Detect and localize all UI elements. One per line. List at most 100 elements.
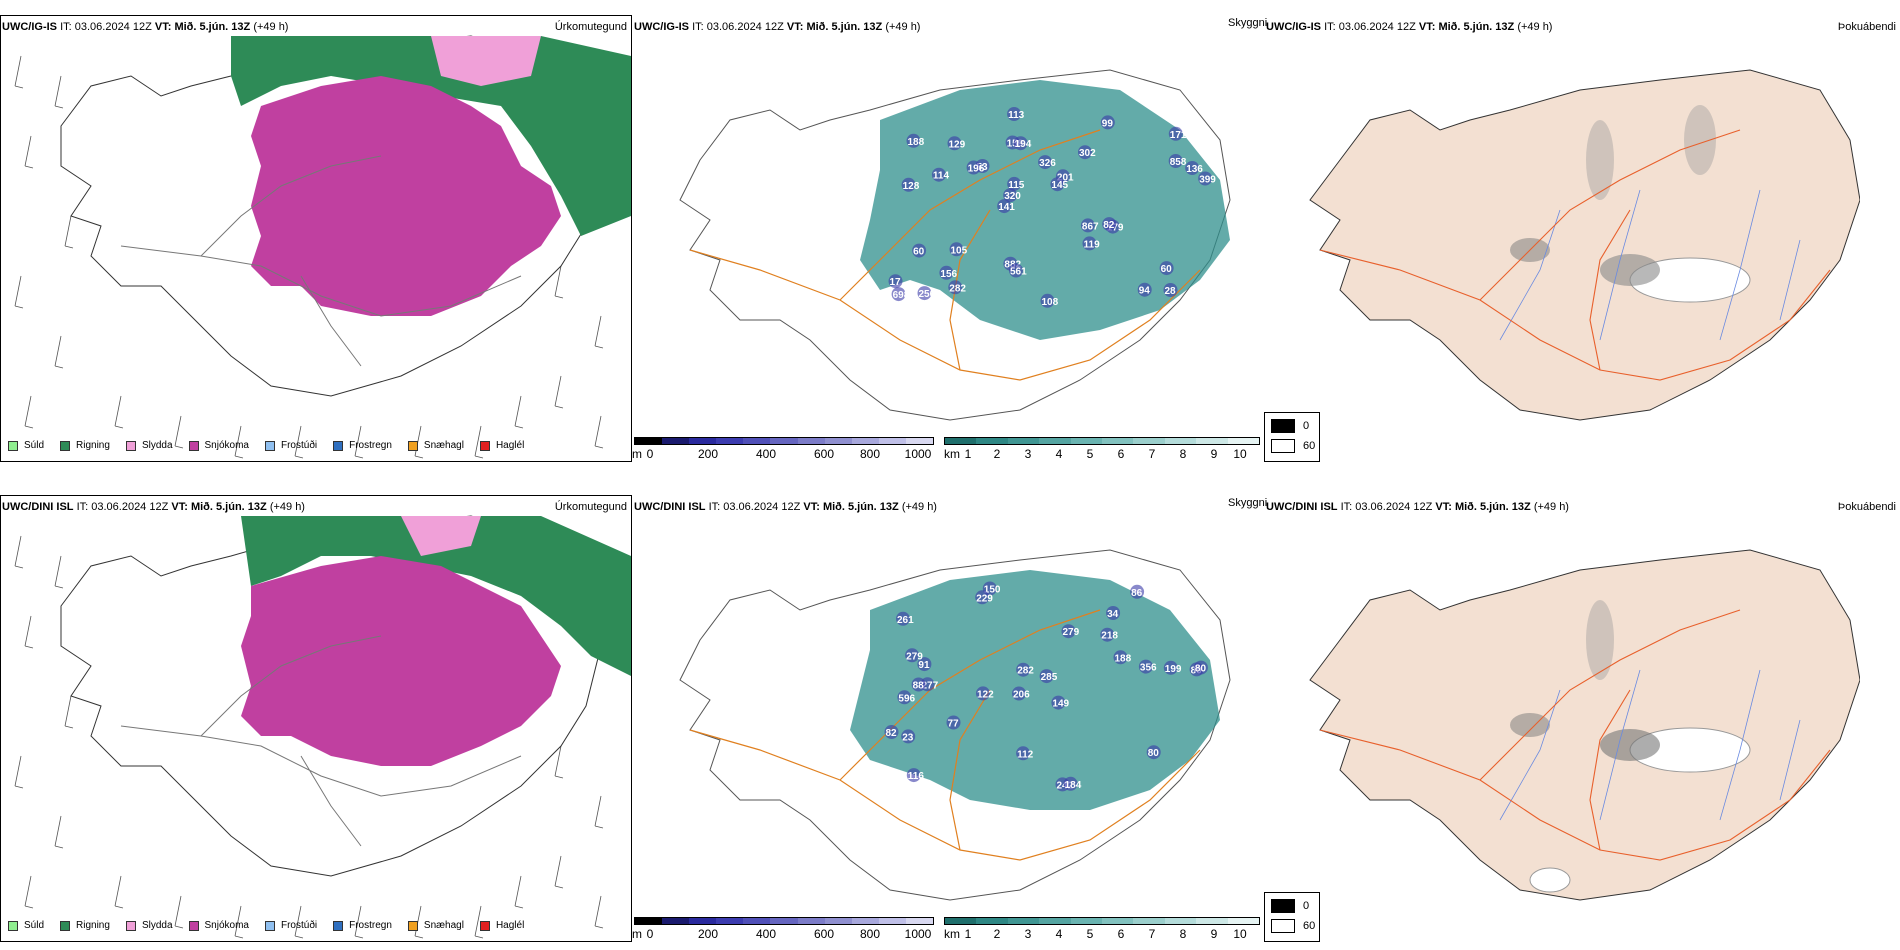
colorbar-step: [1039, 918, 1071, 924]
rain-area-2: [241, 516, 631, 676]
legend-item: Frostregn: [333, 920, 392, 931]
precip-legend-2: Súld Rigning Slydda Snjókoma Frostúði Fr…: [8, 920, 540, 931]
legend-item: Rigning: [60, 920, 110, 931]
low-cloud-blob: [1009, 263, 1023, 278]
peak-label: 17: [890, 277, 902, 288]
peak-label: 94: [1139, 286, 1151, 297]
legend-item: Frostúði: [264, 920, 317, 931]
fog-title-1: Þokuábendi: [1837, 21, 1896, 33]
cloud-area-2: [850, 570, 1220, 810]
low-cloud-blob: [948, 280, 963, 295]
colorbar-step: [797, 918, 825, 924]
roads-2: [1319, 609, 1831, 861]
cloud-header-1: UWC/IG-IS IT: 03.06.2024 12Z VT: Mið. 5.…: [634, 21, 921, 33]
ceiling-colorbar-2: m 0 200 400 600 800 1000: [632, 917, 934, 941]
legend-swatch: [188, 920, 199, 931]
peak-label: 108: [1042, 297, 1059, 308]
fog-patch: [1600, 254, 1660, 286]
low-cloud-blob: [949, 242, 964, 257]
legend-item: Rigning: [60, 440, 110, 451]
fog-swatch: [1271, 419, 1295, 433]
peak-label: 279: [1063, 627, 1080, 638]
visibility-colorbar-row: [944, 917, 1260, 925]
low-cloud-blob: [1016, 746, 1031, 761]
low-cloud-blob: [1168, 154, 1183, 168]
peak-label: 229: [976, 593, 993, 604]
peak-label: 201: [1057, 172, 1074, 183]
iceland-land-1: [1309, 69, 1861, 421]
iceland-land-2: [1309, 549, 1861, 901]
fog-swatch: [1271, 919, 1295, 933]
fog-title-2: Þokuábendi: [1837, 501, 1896, 513]
peak-label: 199: [1165, 664, 1182, 675]
peak-label: 53: [977, 162, 989, 173]
colorbar-step: [976, 918, 1008, 924]
peak-label: 698: [893, 290, 910, 301]
fog-patch: [1684, 105, 1716, 175]
legend-item: Snjókoma: [188, 920, 249, 931]
legend-swatch: [479, 440, 490, 451]
low-cloud-blob: [1007, 107, 1022, 121]
peak-label: 867: [1082, 221, 1099, 232]
colorbar-step: [878, 438, 906, 444]
fog-patch: [1510, 713, 1550, 737]
legend-swatch: [60, 440, 71, 451]
legend-swatch: [8, 440, 18, 451]
precip-map-svg-2: [14, 515, 631, 939]
precip-legend-1: Súld Rigning Slydda Snjókoma Frostúði Fr…: [8, 440, 540, 451]
low-cloud-blob: [901, 177, 916, 192]
peak-label: 34: [1107, 609, 1119, 620]
peak-label: 282: [949, 283, 966, 294]
peak-labels-1: 2812817114130225615932660531715619420117…: [888, 107, 1216, 308]
legend-swatch: [479, 920, 490, 931]
colorbar-step: [743, 438, 771, 444]
peak-label: 179: [1107, 223, 1124, 234]
peak-label: 136: [1186, 164, 1203, 175]
cloud-map-1: 2812817114130225615932660531715619420117…: [660, 40, 1240, 430]
colorbar-step: [635, 918, 663, 924]
low-cloud-blob: [975, 590, 990, 605]
low-cloud-blob: [1012, 686, 1026, 701]
peak-label: 196: [968, 164, 985, 175]
low-cloud-blob: [976, 686, 990, 701]
peak-label: 150: [984, 585, 1001, 596]
peak-label: 114: [933, 171, 950, 182]
fog-legend-2: 0 60: [1264, 892, 1320, 942]
cloud-header-2: UWC/DINI ISL IT: 03.06.2024 12Z VT: Mið.…: [634, 501, 937, 513]
peak-label: 145: [1051, 180, 1068, 191]
peak-label: 82: [1103, 220, 1115, 231]
peak-label: 596: [898, 693, 915, 704]
legend-item: Slydda: [125, 440, 173, 451]
colorbar-step: [1164, 918, 1197, 924]
fog-swatch: [1271, 439, 1295, 453]
cloud-map-svg-1: 2812817114130225615932660531715619420117…: [679, 69, 1231, 421]
legend-swatch: [125, 440, 136, 451]
legend-item: Frostúði: [264, 440, 317, 451]
peak-label: 122: [977, 689, 994, 700]
peak-label: 82: [886, 728, 898, 739]
legend-swatch: [407, 440, 418, 451]
low-cloud-blob: [1063, 776, 1078, 791]
peak-label: 320: [1004, 191, 1021, 202]
colorbar-step: [1133, 918, 1165, 924]
low-cloud-blob: [1061, 624, 1076, 639]
colorbar-step: [1039, 438, 1071, 444]
low-cloud-blob: [911, 677, 926, 692]
rivers-2: [1499, 669, 1801, 821]
peak-label: 86: [1131, 588, 1143, 599]
colorbar-step: [1102, 918, 1134, 924]
fog-header-2: UWC/DINI ISL IT: 03.06.2024 12Z VT: Mið.…: [1266, 501, 1569, 513]
colorbar-step: [1102, 438, 1134, 444]
colorbar-step: [1196, 918, 1228, 924]
colorbar-step: [689, 918, 717, 924]
peak-label: 105: [951, 245, 968, 256]
ceiling-colorbar-row: [634, 917, 934, 925]
fog-map-2: [1300, 520, 1861, 910]
low-cloud-blob: [1100, 115, 1115, 130]
road-network-2b: [689, 609, 1201, 861]
peak-label: 279: [906, 651, 923, 662]
colorbar-step: [1196, 438, 1228, 444]
fog-header-1: UWC/IG-IS IT: 03.06.2024 12Z VT: Mið. 5.…: [1266, 21, 1553, 33]
colorbar-step: [1070, 438, 1103, 444]
wind-barbs: [14, 55, 604, 459]
